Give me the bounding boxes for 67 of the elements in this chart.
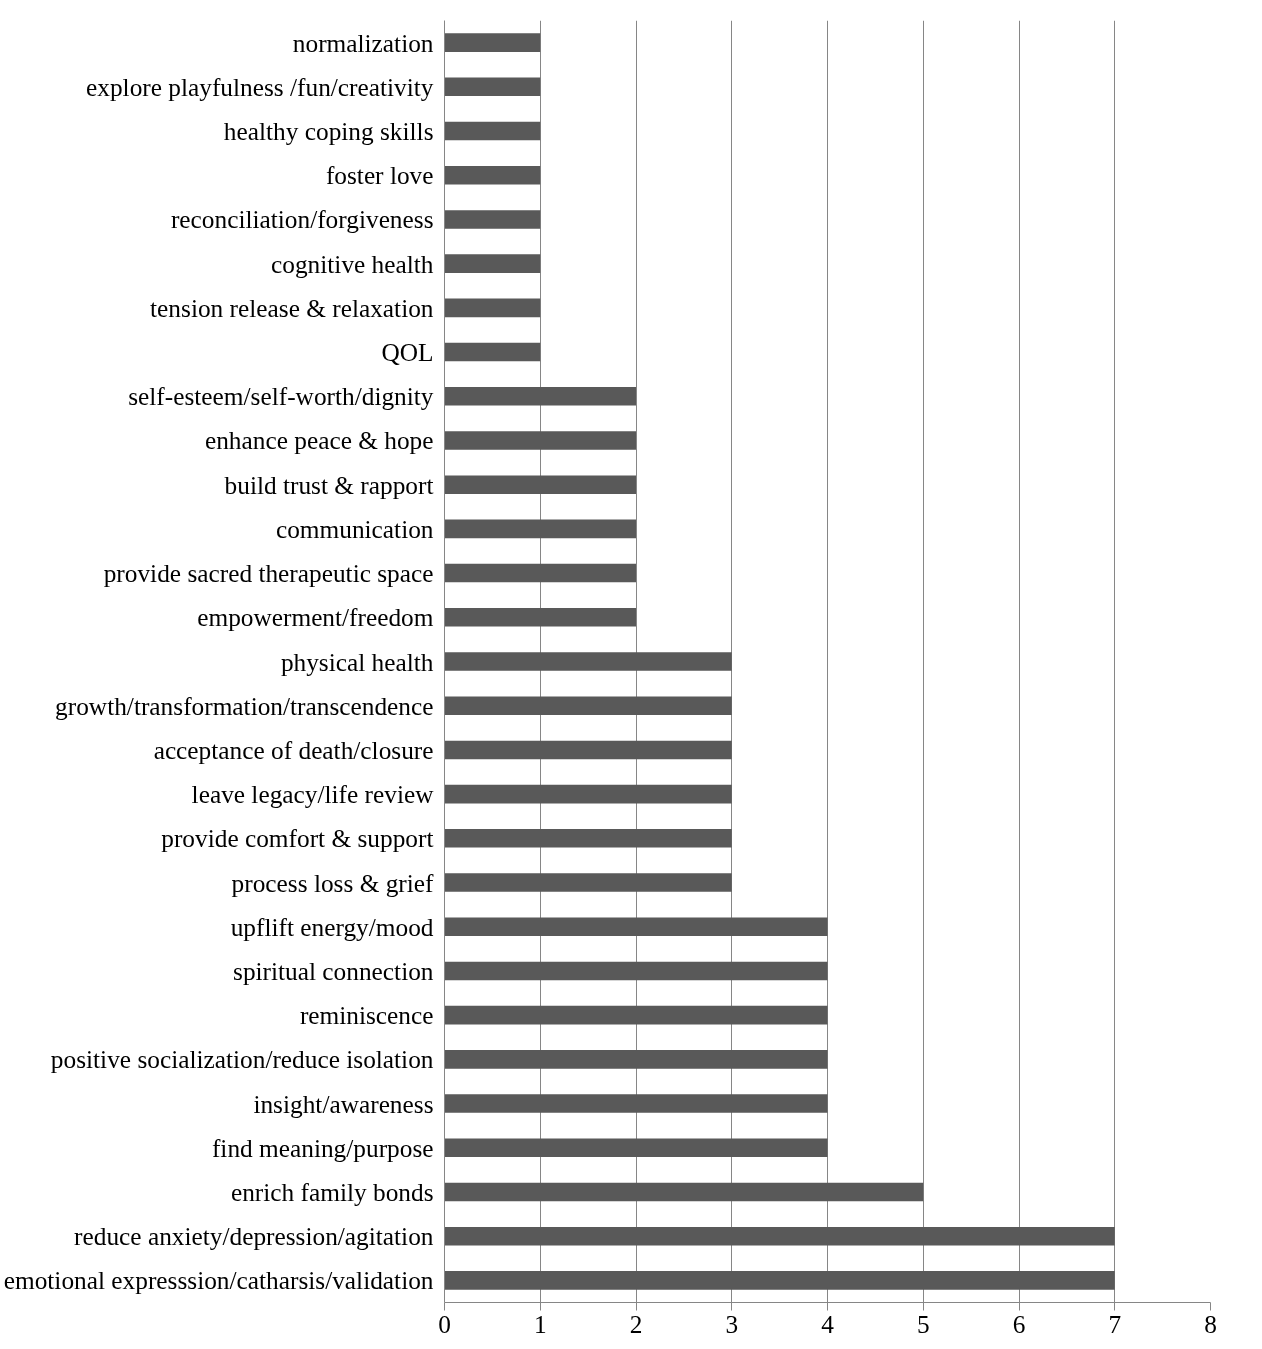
y-tick-label: healthy coping skills bbox=[223, 117, 434, 146]
bar bbox=[444, 1182, 924, 1202]
bar bbox=[444, 829, 732, 848]
y-tick-label: build trust & rapport bbox=[224, 470, 434, 499]
bar bbox=[444, 917, 828, 937]
y-tick-label: foster love bbox=[325, 161, 434, 190]
x-tick-label: 1 bbox=[533, 1309, 547, 1338]
bar bbox=[444, 165, 541, 185]
bar bbox=[444, 298, 541, 318]
y-tick-label: tension release & relaxation bbox=[150, 293, 434, 322]
bar bbox=[444, 873, 732, 892]
bar bbox=[444, 121, 541, 141]
bar bbox=[444, 1271, 1115, 1290]
bar bbox=[444, 784, 732, 804]
y-tick-label: explore playfulness /fun/creativity bbox=[86, 72, 434, 101]
y-tick-label: growth/transformation/transcendence bbox=[55, 691, 434, 720]
bar bbox=[444, 696, 732, 715]
bar bbox=[444, 1050, 828, 1069]
bar bbox=[444, 342, 541, 362]
y-tick-label: self-esteem/self-worth/dignity bbox=[128, 382, 434, 411]
y-tick-label: normalization bbox=[292, 28, 434, 57]
bar bbox=[444, 740, 732, 760]
bar bbox=[444, 77, 541, 97]
bar bbox=[444, 431, 636, 450]
y-tick-label: empowerment/freedom bbox=[197, 603, 434, 632]
x-tick-label: 7 bbox=[1108, 1309, 1122, 1338]
y-tick-label: reminiscence bbox=[299, 1001, 434, 1030]
bar bbox=[444, 652, 732, 671]
bar bbox=[444, 519, 636, 539]
bar bbox=[444, 563, 636, 583]
y-tick-label: reduce anxiety/depression/agitation bbox=[74, 1222, 434, 1251]
bar bbox=[444, 475, 636, 494]
y-tick-label: upflift energy/mood bbox=[230, 912, 434, 941]
bar bbox=[444, 254, 541, 273]
bar bbox=[444, 210, 541, 229]
y-tick-label: leave legacy/life review bbox=[191, 780, 435, 809]
y-tick-label: communication bbox=[275, 514, 434, 543]
y-tick-label: provide sacred therapeutic space bbox=[103, 559, 434, 588]
x-tick-label: 4 bbox=[821, 1309, 835, 1338]
x-tick-label: 8 bbox=[1204, 1309, 1217, 1338]
y-tick-label: physical health bbox=[280, 647, 434, 676]
x-tick-label: 6 bbox=[1012, 1309, 1026, 1338]
bar bbox=[444, 608, 636, 627]
y-tick-label: find meaning/purpose bbox=[211, 1133, 434, 1162]
x-tick-label: 5 bbox=[916, 1309, 930, 1338]
bar bbox=[444, 1138, 828, 1158]
bar bbox=[444, 386, 636, 406]
y-tick-label: process loss & grief bbox=[231, 868, 435, 897]
y-tick-label: cognitive health bbox=[271, 249, 434, 278]
bar bbox=[444, 1226, 1115, 1246]
x-tick-label: 0 bbox=[438, 1309, 451, 1338]
y-tick-label: reconciliation/forgiveness bbox=[170, 205, 434, 234]
y-tick-label: positive socialization/reduce isolation bbox=[50, 1045, 434, 1074]
x-tick-label: 2 bbox=[629, 1309, 643, 1338]
y-tick-label: enrich family bonds bbox=[230, 1177, 434, 1206]
y-tick-label: enhance peace & hope bbox=[204, 426, 434, 455]
y-tick-label: acceptance of death/closure bbox=[153, 735, 434, 764]
bar bbox=[444, 33, 541, 52]
y-tick-label: provide comfort & support bbox=[161, 824, 434, 853]
bar bbox=[444, 1094, 828, 1113]
bar bbox=[444, 961, 828, 981]
y-tick-label: insight/awareness bbox=[253, 1089, 434, 1118]
bar bbox=[444, 1005, 828, 1025]
y-tick-label: emotional expresssion/catharsis/validation bbox=[3, 1266, 434, 1295]
y-tick-label: QOL bbox=[381, 338, 434, 367]
x-tick-label: 3 bbox=[725, 1309, 739, 1338]
y-tick-label: spiritual connection bbox=[233, 956, 434, 985]
